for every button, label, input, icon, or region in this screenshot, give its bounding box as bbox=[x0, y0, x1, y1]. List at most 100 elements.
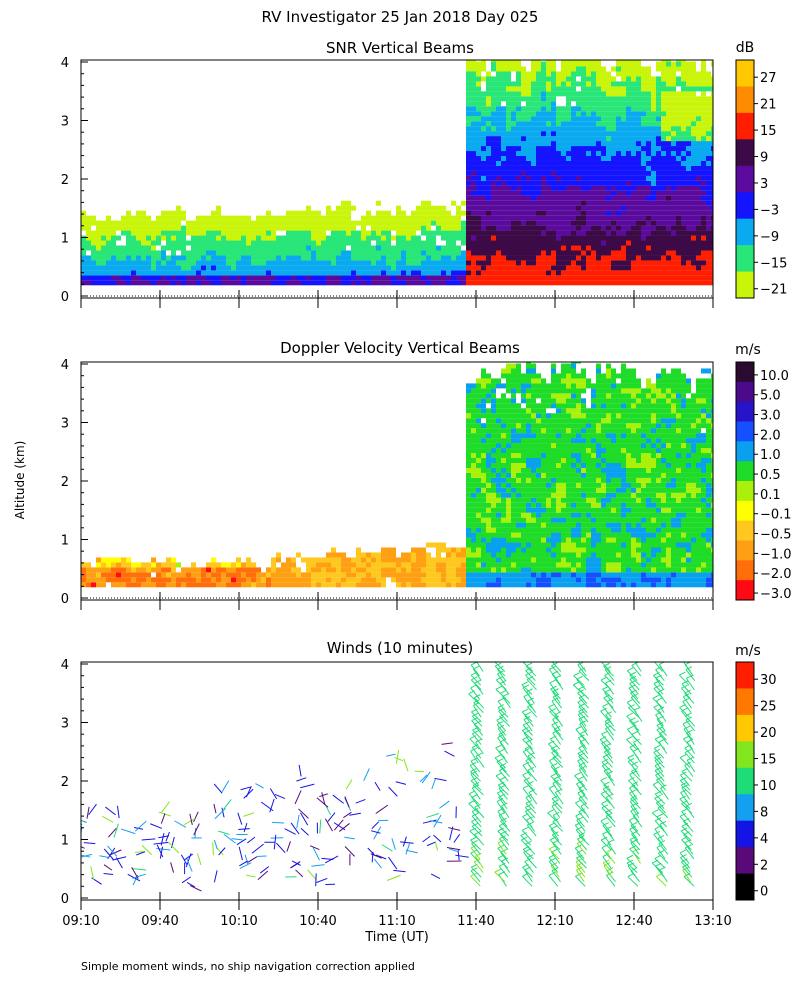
snr-cell bbox=[521, 210, 526, 216]
snr-cell bbox=[491, 200, 496, 206]
snr-cell bbox=[331, 270, 336, 276]
snr-cell bbox=[626, 260, 631, 266]
velocity-cell bbox=[341, 577, 346, 583]
velocity-cell bbox=[316, 567, 321, 573]
snr-cell bbox=[221, 215, 226, 221]
velocity-cell bbox=[581, 418, 586, 424]
velocity-cell bbox=[506, 562, 511, 568]
snr-cell bbox=[676, 175, 681, 181]
snr-cell bbox=[506, 230, 511, 236]
snr-cell bbox=[576, 141, 581, 147]
snr-cell bbox=[476, 210, 481, 216]
velocity-cell bbox=[476, 542, 481, 548]
snr-cell bbox=[176, 270, 181, 276]
snr-cell bbox=[691, 235, 696, 241]
snr-cell bbox=[546, 106, 551, 112]
snr-cell bbox=[511, 116, 516, 122]
snr-cell bbox=[186, 275, 191, 281]
snr-cell bbox=[481, 146, 486, 152]
snr-cell bbox=[476, 160, 481, 166]
snr-cell bbox=[671, 250, 676, 256]
snr-cell bbox=[551, 210, 556, 216]
snr-cell bbox=[481, 280, 486, 286]
velocity-cell bbox=[526, 582, 531, 588]
snr-cell bbox=[676, 235, 681, 241]
snr-cell bbox=[621, 121, 626, 127]
snr-cell bbox=[186, 260, 191, 266]
velocity-cell bbox=[506, 453, 511, 459]
snr-cell bbox=[471, 250, 476, 256]
snr-cell bbox=[551, 131, 556, 137]
snr-cell bbox=[226, 245, 231, 251]
snr-cell bbox=[711, 61, 713, 67]
velocity-cell bbox=[261, 577, 266, 583]
snr-cell bbox=[661, 245, 666, 251]
snr-cell bbox=[546, 111, 551, 117]
snr-cell bbox=[446, 240, 451, 246]
snr-cell bbox=[356, 235, 361, 241]
snr-cell bbox=[666, 265, 671, 271]
velocity-cell bbox=[141, 577, 146, 583]
velocity-cell bbox=[506, 572, 511, 578]
snr-cell bbox=[471, 190, 476, 196]
snr-cell bbox=[506, 61, 511, 67]
velocity-cell bbox=[446, 552, 451, 558]
snr-cell bbox=[661, 141, 666, 147]
snr-cell bbox=[656, 111, 661, 117]
velocity-cell bbox=[546, 537, 551, 543]
snr-cell bbox=[616, 240, 621, 246]
velocity-cell bbox=[176, 582, 181, 588]
snr-cell bbox=[561, 76, 566, 82]
snr-cell bbox=[606, 205, 611, 211]
snr-cell bbox=[631, 260, 636, 266]
snr-cell bbox=[656, 225, 661, 231]
snr-cell bbox=[636, 131, 641, 137]
snr-cell bbox=[571, 265, 576, 271]
velocity-cell bbox=[506, 373, 511, 379]
snr-cell bbox=[471, 136, 476, 142]
velocity-cell bbox=[496, 532, 501, 538]
velocity-cell bbox=[286, 572, 291, 578]
snr-cell bbox=[526, 131, 531, 137]
snr-cell bbox=[531, 215, 536, 221]
snr-cell bbox=[606, 155, 611, 161]
snr-cell bbox=[126, 265, 131, 271]
velocity-cell bbox=[476, 383, 481, 389]
snr-cell bbox=[466, 245, 471, 251]
velocity-cell bbox=[401, 562, 406, 568]
snr-cell bbox=[291, 280, 296, 286]
velocity-cell bbox=[506, 577, 511, 583]
snr-cell bbox=[531, 250, 536, 256]
snr-cell bbox=[571, 121, 576, 127]
snr-cell bbox=[556, 220, 561, 226]
snr-cell bbox=[516, 160, 521, 166]
snr-cell bbox=[571, 91, 576, 97]
snr-cell bbox=[311, 265, 316, 271]
snr-cell bbox=[516, 136, 521, 142]
snr-cell bbox=[511, 111, 516, 117]
snr-cell bbox=[641, 220, 646, 226]
snr-cell bbox=[626, 146, 631, 152]
velocity-cell bbox=[391, 567, 396, 573]
snr-cell bbox=[491, 260, 496, 266]
snr-cell bbox=[591, 210, 596, 216]
snr-cell bbox=[111, 260, 116, 266]
snr-cell bbox=[131, 260, 136, 266]
snr-cell bbox=[566, 61, 571, 67]
snr-cell bbox=[706, 265, 711, 271]
snr-cell bbox=[706, 190, 711, 196]
snr-cell bbox=[166, 275, 171, 281]
snr-cell bbox=[251, 260, 256, 266]
snr-cell bbox=[486, 220, 491, 226]
snr-cell bbox=[606, 225, 611, 231]
snr-cell bbox=[686, 245, 691, 251]
snr-cell bbox=[426, 215, 431, 221]
snr-cell bbox=[381, 275, 386, 281]
snr-cell bbox=[466, 146, 471, 152]
velocity-cell bbox=[571, 403, 576, 409]
velocity-cell bbox=[566, 462, 571, 468]
snr-cell bbox=[491, 81, 496, 87]
snr-cell bbox=[136, 225, 141, 231]
snr-cell bbox=[91, 230, 96, 236]
snr-cell bbox=[576, 136, 581, 142]
